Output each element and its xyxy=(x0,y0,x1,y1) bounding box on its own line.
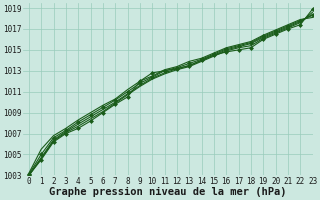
X-axis label: Graphe pression niveau de la mer (hPa): Graphe pression niveau de la mer (hPa) xyxy=(49,187,286,197)
